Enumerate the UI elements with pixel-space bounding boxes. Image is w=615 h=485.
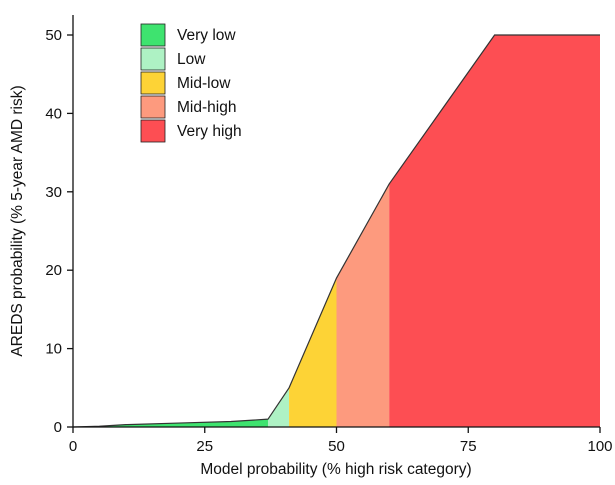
- legend-label-mid-high: Mid-high: [177, 99, 236, 116]
- legend-label-mid-low: Mid-low: [177, 75, 231, 92]
- legend-swatch-mid-low: [140, 71, 166, 95]
- area-low: [267, 387, 290, 427]
- legend-swatch-mid-high: [140, 95, 166, 119]
- legend-swatch-low: [140, 47, 166, 71]
- x-tick-label: 75: [460, 438, 477, 455]
- risk-category-areas: [73, 35, 600, 427]
- area-mid-high: [336, 183, 390, 427]
- y-tick-label: 20: [45, 262, 62, 279]
- y-tick-label: 10: [45, 341, 62, 358]
- legend-swatch-very-low: [140, 23, 166, 47]
- legend-label-very-high: Very high: [177, 123, 242, 140]
- y-tick-label: 50: [45, 27, 62, 44]
- y-axis-title: AREDS probability (% 5-year AMD risk): [9, 85, 26, 356]
- area-very-high: [389, 35, 600, 427]
- x-tick-label: 0: [69, 438, 77, 455]
- legend-swatch-very-high: [140, 119, 166, 143]
- x-axis-title: Model probability (% high risk category): [200, 461, 471, 478]
- legend-label-very-low: Very low: [177, 27, 236, 44]
- y-ticks: 0 10 20 30 40 50: [45, 27, 73, 436]
- y-tick-label: 0: [54, 419, 62, 436]
- legend: Very low Low Mid-low Mid-high Very high: [140, 23, 242, 143]
- y-tick-label: 40: [45, 105, 62, 122]
- legend-label-low: Low: [177, 51, 206, 68]
- x-tick-label: 25: [196, 438, 213, 455]
- probability-curve: [72, 34, 600, 428]
- area-mid-low: [289, 278, 337, 427]
- x-tick-label: 100: [587, 438, 612, 455]
- x-tick-label: 50: [328, 438, 345, 455]
- x-ticks: 0 25 50 75 100: [69, 427, 613, 455]
- y-tick-label: 30: [45, 184, 62, 201]
